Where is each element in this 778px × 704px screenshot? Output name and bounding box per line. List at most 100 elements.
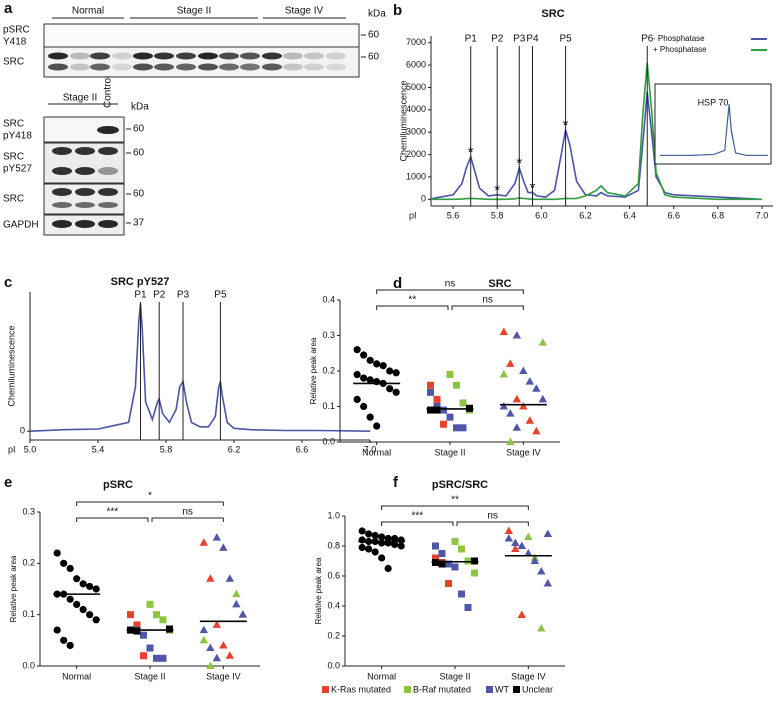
significance-label: ns — [482, 295, 493, 306]
panel-label: b — [393, 2, 402, 19]
data-point — [371, 531, 379, 540]
row-label: SRC — [3, 194, 24, 205]
y-tick-label: 6000 — [406, 59, 426, 69]
data-point — [433, 403, 441, 410]
y-axis-label: Chemiluminescence — [398, 80, 408, 161]
x-tick-label: 5.8 — [491, 210, 504, 220]
inset-frame — [654, 83, 772, 165]
data-point — [427, 388, 434, 396]
data-point — [524, 532, 533, 540]
data-point — [499, 370, 509, 378]
blot-band — [52, 147, 72, 155]
row-label: SRC — [3, 152, 24, 163]
row-label: SRC — [3, 119, 24, 130]
significance-bracket — [381, 521, 454, 526]
data-point — [219, 640, 228, 649]
blot-band — [90, 52, 110, 60]
data-point — [366, 356, 374, 364]
blot-bands — [48, 52, 346, 228]
row-label: Y418 — [3, 37, 27, 48]
legend-label: Unclear — [522, 684, 553, 694]
data-point — [499, 327, 509, 335]
data-point — [371, 548, 379, 556]
data-point — [79, 605, 87, 614]
x-tick-label: Stage II — [439, 671, 470, 681]
data-point — [365, 545, 373, 553]
x-tick-label: 6.2 — [579, 210, 592, 220]
blot-band — [98, 220, 118, 228]
row-label: pSRC — [3, 25, 30, 36]
significance-bracket — [151, 517, 224, 522]
data-point — [66, 564, 74, 573]
significance-bracket — [376, 305, 449, 310]
significance-bracket — [76, 517, 149, 522]
significance-bracket — [451, 305, 524, 310]
data-point — [499, 402, 509, 410]
x-tick-label: 7.0 — [756, 210, 769, 220]
blot-band — [75, 147, 95, 155]
data-point — [358, 543, 366, 552]
blot-bottom: Stage II Control kDa SRC pY418 SRC pY527… — [3, 76, 149, 236]
x-tick-label: Stage II — [434, 447, 465, 457]
y-axis-label: Relative peak area — [9, 555, 18, 622]
data-point — [353, 395, 361, 403]
x-tick-label: 6.6 — [667, 210, 680, 220]
data-point — [506, 359, 515, 367]
group-label: Stage II — [177, 6, 211, 17]
blot-band — [98, 202, 118, 208]
blot-band — [304, 63, 324, 71]
y-tick-label: 1.0 — [327, 510, 340, 520]
y-tick-label: 4000 — [406, 104, 426, 114]
data-point — [206, 574, 215, 582]
legend-label: WT — [495, 684, 509, 694]
data-point — [471, 569, 478, 577]
data-point — [519, 402, 528, 410]
row-label: pY527 — [3, 164, 32, 175]
y-tick-label: 0.3 — [22, 506, 35, 516]
data-point — [92, 616, 100, 624]
data-point — [353, 346, 361, 354]
y-tick-label: 0.0 — [22, 660, 35, 670]
data-point — [133, 621, 141, 629]
data-point — [432, 554, 439, 562]
data-point — [140, 631, 147, 639]
data-point — [438, 550, 446, 557]
y-tick-label: 0 — [421, 194, 426, 204]
data-point — [512, 423, 522, 431]
legend-swatch — [513, 686, 520, 693]
data-point — [212, 653, 222, 662]
blot-band — [52, 167, 72, 175]
data-point — [73, 575, 81, 583]
peak-star: * — [516, 155, 522, 172]
group-label: Stage II — [63, 93, 97, 104]
y-axis-label: Relative peak area — [309, 337, 318, 404]
data-point — [146, 644, 154, 652]
data-point — [427, 381, 434, 389]
y-tick-label: 0.2 — [322, 365, 335, 375]
data-point — [166, 625, 173, 633]
y-tick-label: 0.1 — [322, 401, 335, 411]
chart-title: SRC — [488, 278, 511, 290]
legend-label: - Phosphatase — [653, 34, 705, 43]
data-point — [445, 560, 452, 568]
data-point — [92, 585, 100, 593]
peak-label: P1 — [134, 290, 147, 301]
data-point — [238, 610, 248, 618]
data-point — [378, 554, 386, 562]
x-tick-label: 6.0 — [535, 210, 548, 220]
blot-band — [97, 126, 119, 134]
blot-band — [198, 52, 218, 60]
legend-label: B-Raf mutated — [413, 684, 471, 694]
blot-band — [48, 63, 68, 71]
data-point — [358, 536, 366, 544]
data-point — [453, 381, 460, 389]
significance-label: ns — [182, 507, 193, 518]
panel-label: d — [393, 275, 402, 292]
data-point — [543, 529, 553, 537]
data-point — [225, 574, 235, 582]
data-point — [53, 626, 61, 634]
data-point — [206, 643, 215, 652]
legend-label: + Phosphatase — [653, 45, 707, 54]
panel-label: a — [4, 0, 13, 17]
